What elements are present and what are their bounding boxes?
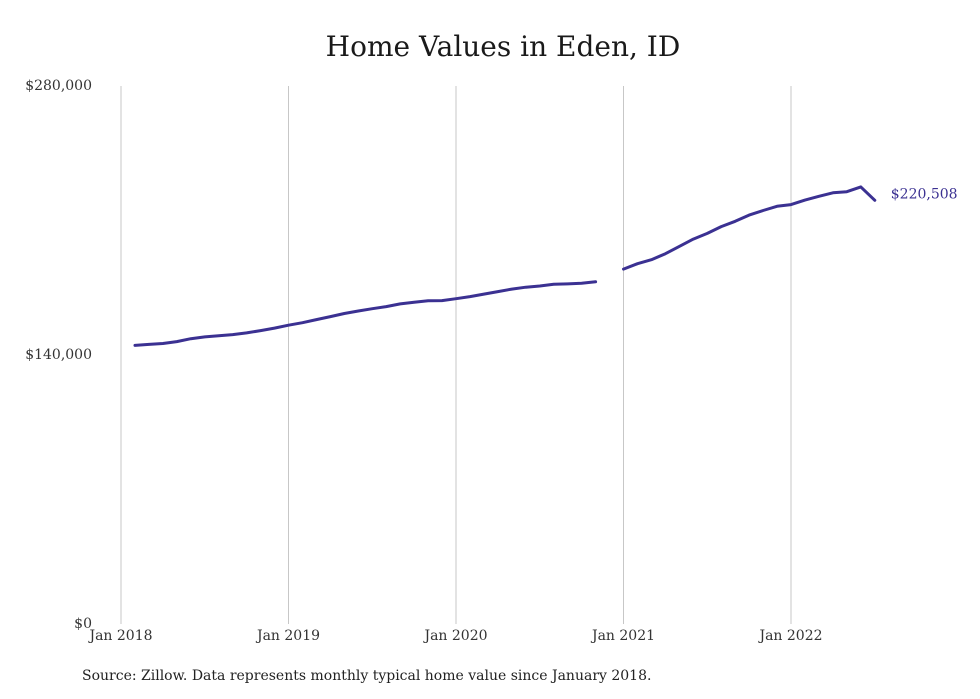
series-home-values — [133, 185, 877, 347]
y-axis-ticks: $0 $140,000 $280,000 — [25, 78, 92, 632]
gridlines — [120, 86, 792, 624]
y-tick-label: $0 — [74, 616, 92, 632]
chart-title: Home Values in Eden, ID — [325, 30, 681, 63]
x-tick-label: Jan 2022 — [757, 628, 822, 644]
series-line-segment-1 — [133, 280, 598, 347]
x-axis-ticks: Jan 2018 Jan 2019 Jan 2020 Jan 2021 Jan 2022 — [87, 628, 822, 644]
end-value-label: $220,508 — [891, 186, 958, 202]
y-tick-label: $280,000 — [25, 78, 92, 94]
x-tick-label: Jan 2021 — [590, 628, 655, 644]
x-tick-label: Jan 2018 — [87, 628, 152, 644]
y-tick-label: $140,000 — [25, 347, 92, 363]
x-tick-label: Jan 2020 — [422, 628, 487, 644]
chart-source-note: Source: Zillow. Data represents monthly … — [82, 668, 652, 684]
x-tick-label: Jan 2019 — [255, 628, 320, 644]
series-line-segment-2 — [622, 185, 877, 271]
